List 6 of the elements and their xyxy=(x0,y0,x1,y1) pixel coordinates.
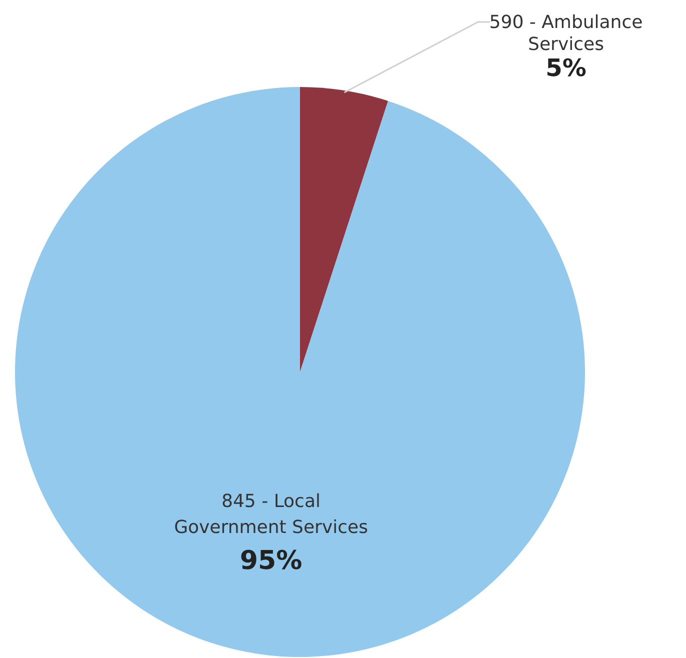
data-label: 95% xyxy=(240,546,302,576)
pie-slice xyxy=(15,87,585,657)
slice-label: 845 - Local Government Services xyxy=(174,490,368,538)
data-label: 5% xyxy=(546,54,586,82)
pie-slice xyxy=(300,87,388,372)
slice-label: 590 - Ambulance Services xyxy=(489,12,643,55)
